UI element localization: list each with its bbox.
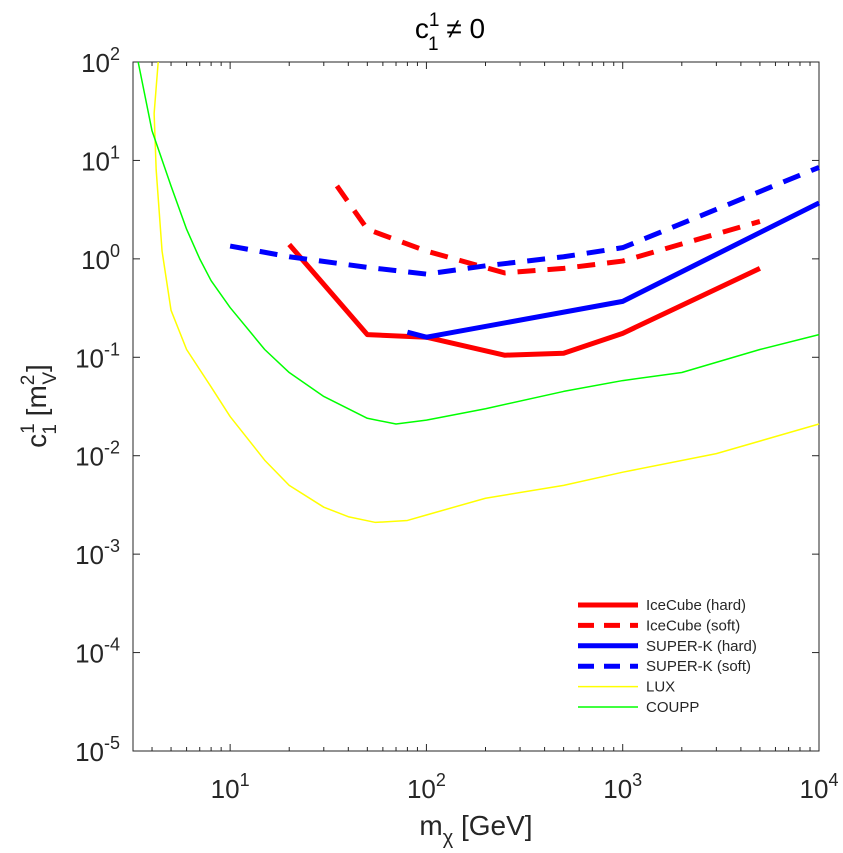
chart-title-sup: 1 [429,10,439,31]
y-tick-label-exp: -2 [104,438,120,458]
chart-title-sub: 1 [428,34,439,55]
y-tick-label: 102 [81,44,120,78]
series-line-coupp [137,61,820,425]
y-axis-title-sub: 1 [40,424,61,435]
y-tick-label-exp: 2 [110,44,120,64]
y-tick-label-exp: 0 [110,241,120,261]
y-axis-title-unit-close: ] [21,364,52,372]
y-axis-title-unit-sup: 2 [18,375,39,386]
y-tick-label-exp: -4 [104,635,120,655]
chart-title-base: c [415,13,429,44]
x-tick-label-exp: 1 [240,770,250,790]
y-axis-title-sup: 1 [18,424,39,434]
y-tick-label-base: 10 [75,639,104,669]
y-axis-title-unit-sub: V [40,372,61,385]
x-tick-label-exp: 4 [828,770,838,790]
y-tick-label-exp: 1 [110,142,120,162]
x-axis-title-rest: [GeV] [453,810,532,841]
series-line-icecube-hard [287,242,761,358]
chart-title-rest: ≠ 0 [439,13,486,44]
x-tick-label: 104 [800,770,839,804]
legend-label: SUPER-K (hard) [646,638,757,655]
y-tick-label: 10-4 [75,635,120,669]
y-tick-label: 10-2 [75,438,120,472]
y-tick-label-exp: -5 [104,733,120,753]
x-tick-label-base: 10 [800,774,829,804]
legend-label: SUPER-K (soft) [646,658,751,675]
x-tick-label-exp: 3 [632,770,642,790]
y-tick-label-exp: -3 [104,536,120,556]
x-tick-label-base: 10 [407,774,436,804]
y-tick-label-base: 10 [75,442,104,472]
y-axis-title-base: c [21,434,52,448]
x-axis-title-base: m [419,810,442,841]
legend-label: LUX [646,679,675,696]
series-line-lux [153,61,820,524]
y-tick-label-base: 10 [81,48,110,78]
legend: IceCube (hard) IceCube (soft) SUPER-K (har… [578,597,757,716]
series-line-super-k-hard [406,200,821,340]
legend-label: COUPP [646,699,699,716]
legend-label: IceCube (hard) [646,597,746,614]
x-axis-title-sub: χ [443,827,454,849]
y-axis-title: c11 [m2V] [18,364,61,448]
series-line-icecube-soft [334,184,761,276]
legend-label: IceCube (soft) [646,617,740,634]
y-tick-label: 101 [81,142,120,176]
y-axis-title-unit: [m [21,385,52,424]
y-tick-label-base: 10 [75,737,104,767]
y-tick-label: 10-3 [75,536,120,570]
x-tick-label-base: 10 [211,774,240,804]
ticks-layer: 101 102 103 10410-510-410-310-210-110010110… [75,44,838,804]
x-tick-label: 102 [407,770,446,804]
x-tick-label-exp: 2 [436,770,446,790]
x-tick-label: 101 [211,770,250,804]
y-tick-label-base: 10 [75,343,104,373]
y-tick-label-exp: -1 [104,339,120,359]
series-line-super-k-soft [229,165,820,277]
y-tick-label-base: 10 [81,245,110,275]
plot-area [132,61,820,752]
y-tick-label-base: 10 [75,540,104,570]
x-tick-label: 103 [603,770,642,804]
x-tick-label-base: 10 [603,774,632,804]
y-tick-label: 100 [81,241,120,275]
series-layer [137,61,821,524]
y-tick-label: 10-1 [75,339,120,373]
y-tick-label: 10-5 [75,733,120,767]
y-tick-label-base: 10 [81,146,110,176]
chart-title: c1 1 ≠ 0 [415,10,485,55]
x-axis-title: mχ [GeV] [419,810,532,849]
